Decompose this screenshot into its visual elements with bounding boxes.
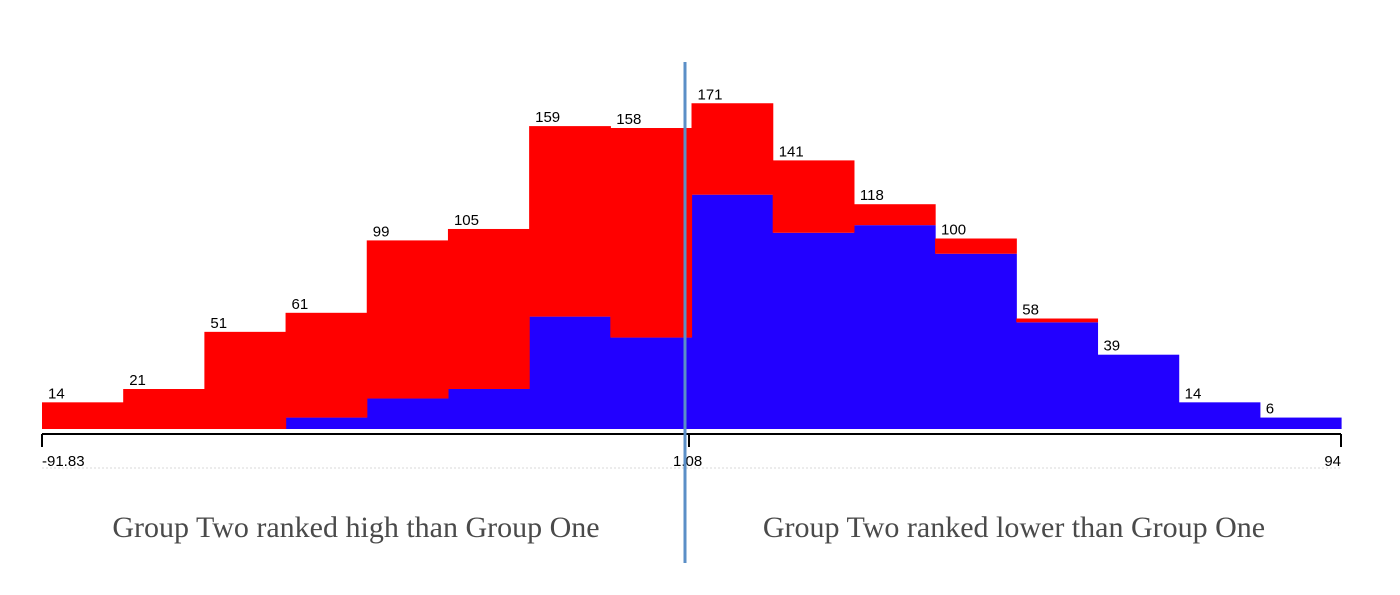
bar-segment-0-9 <box>772 232 855 429</box>
bar-value-label: 171 <box>698 86 723 103</box>
bar-segment-1-6 <box>529 126 611 317</box>
x-tick-label: 1.08 <box>673 453 702 470</box>
bar-segment-1-7 <box>610 128 693 338</box>
bar-value-label: 118 <box>860 187 884 204</box>
bar-segment-1-10 <box>853 204 936 226</box>
bar-segment-1-0 <box>42 402 124 429</box>
bar-value-label: 158 <box>616 111 641 128</box>
bar-segment-1-2 <box>204 331 287 430</box>
bar-segment-0-10 <box>853 225 936 429</box>
bar-segment-1-3 <box>285 312 368 418</box>
bar-segment-1-4 <box>366 240 449 399</box>
bar-segment-0-15 <box>1259 417 1342 429</box>
bar-segment-1-1 <box>123 389 205 430</box>
left-caption: Group Two ranked high than Group One <box>112 511 599 544</box>
x-axis <box>41 433 1342 469</box>
bar-segment-1-9 <box>772 160 855 233</box>
x-tick-labels: -91.83 1.08 94 <box>42 453 1341 470</box>
bar-segment-0-11 <box>935 253 1017 429</box>
bar-value-label: 58 <box>1022 302 1039 319</box>
bar-segment-0-4 <box>366 398 449 429</box>
x-tick-label: -91.83 <box>42 453 85 470</box>
bars-layer <box>42 103 1342 430</box>
bar-value-label: 21 <box>129 372 146 389</box>
bar-segment-0-12 <box>1016 322 1099 429</box>
bar-value-label: 61 <box>292 296 309 313</box>
bar-segment-0-7 <box>610 337 693 429</box>
bar-value-label: 51 <box>210 315 227 332</box>
bar-segment-1-8 <box>691 103 774 195</box>
bar-value-label: 14 <box>48 385 65 402</box>
bar-segment-0-13 <box>1097 354 1180 429</box>
bar-value-label: 39 <box>1103 338 1120 355</box>
bar-segment-1-5 <box>447 228 530 389</box>
bar-segment-0-5 <box>447 389 530 430</box>
bar-value-label: 6 <box>1266 401 1274 418</box>
bar-value-label: 14 <box>1185 385 1202 402</box>
bar-segment-0-8 <box>691 194 774 429</box>
bar-labels-layer: 14 21 51 61 99 105 159 158 171 141 118 100 58 39 14 6 <box>48 86 1274 417</box>
bar-segment-0-6 <box>529 316 611 429</box>
bar-value-label: 105 <box>454 212 479 229</box>
bar-value-label: 100 <box>941 222 966 239</box>
bar-segment-0-3 <box>285 417 368 429</box>
bar-value-label: 141 <box>779 143 804 160</box>
x-tick-label: 94 <box>1324 453 1341 470</box>
bar-segment-1-12 <box>1016 318 1099 323</box>
bar-segment-1-11 <box>935 238 1017 254</box>
bar-value-label: 99 <box>373 223 390 240</box>
bar-segment-0-14 <box>1178 402 1261 429</box>
bar-value-label: 159 <box>535 109 560 126</box>
right-caption: Group Two ranked lower than Group One <box>763 511 1265 544</box>
